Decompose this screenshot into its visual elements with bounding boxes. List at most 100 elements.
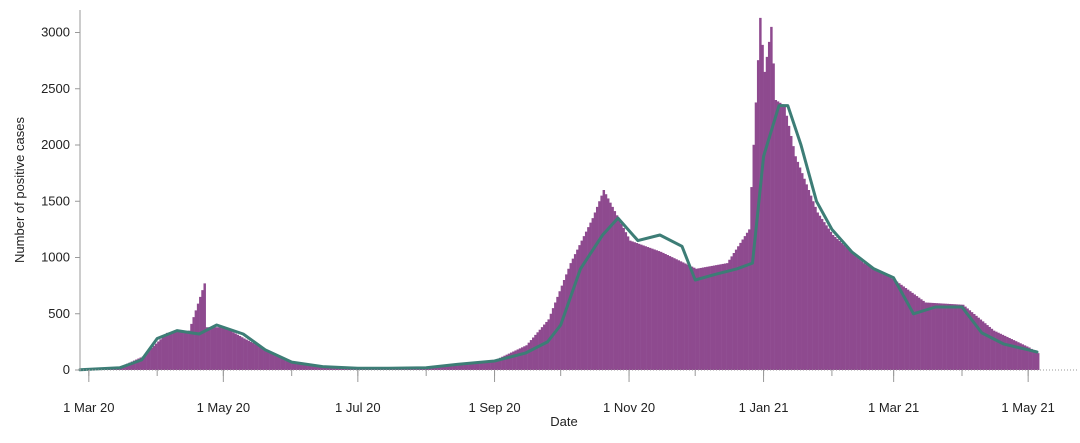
case-bar [188, 330, 191, 371]
case-bar [1003, 335, 1007, 370]
case-bar [750, 187, 753, 370]
case-bar [673, 258, 676, 370]
case-bar [728, 259, 731, 370]
case-bar [926, 302, 930, 370]
case-bar [538, 329, 542, 370]
case-bar [587, 227, 590, 371]
case-bar [1017, 342, 1020, 370]
case-bar [472, 362, 475, 370]
case-bar [631, 241, 634, 370]
case-bar [635, 243, 639, 370]
case-bar [285, 359, 288, 371]
case-bar [820, 218, 824, 370]
case-bar [254, 344, 257, 371]
case-bar [818, 215, 822, 370]
case-bar [315, 365, 319, 370]
case-bar [567, 268, 570, 370]
case-bar [697, 268, 700, 370]
case-bar [816, 212, 819, 370]
case-bar [157, 341, 160, 370]
case-bar [551, 308, 555, 371]
case-bar [296, 363, 299, 370]
y-tick-label: 2000 [41, 137, 70, 152]
case-bar [1023, 345, 1027, 370]
case-bar [549, 313, 553, 370]
case-bar [871, 267, 875, 370]
case-bar [267, 350, 270, 371]
case-bar [920, 299, 923, 370]
x-tick-label: 1 Jan 21 [739, 400, 789, 415]
case-bar [688, 265, 692, 370]
case-bar [481, 361, 484, 370]
case-bar [887, 276, 890, 370]
case-bar [580, 240, 583, 371]
case-bar [135, 359, 138, 370]
case-bar [633, 242, 636, 370]
case-bar [441, 366, 445, 370]
case-bar [468, 363, 471, 370]
case-bar [183, 331, 187, 370]
case-bar [986, 325, 989, 370]
case-bar [547, 319, 550, 371]
x-tick-label: 1 Mar 21 [868, 400, 919, 415]
case-bar [763, 71, 767, 371]
case-bar [675, 259, 678, 370]
case-bar [494, 359, 497, 371]
case-bar [798, 167, 802, 370]
case-bar [646, 247, 650, 370]
case-bar [150, 347, 154, 370]
case-bar [269, 352, 273, 370]
case-bar [913, 294, 916, 370]
case-bar [507, 353, 511, 370]
case-bar [1034, 351, 1038, 370]
case-bar [463, 364, 467, 370]
case-bar [454, 365, 458, 370]
case-bar [476, 362, 480, 370]
case-bar [166, 332, 169, 371]
case-bar [212, 327, 215, 370]
case-bar [260, 347, 264, 370]
case-bar [474, 362, 478, 370]
case-bar [959, 304, 963, 370]
case-bar [931, 302, 934, 370]
case-bar [772, 63, 775, 370]
case-bar [318, 366, 321, 370]
case-bar [168, 332, 171, 370]
case-bar [240, 337, 244, 370]
case-bar [249, 341, 253, 371]
case-bar [534, 334, 537, 370]
case-bar [287, 361, 290, 370]
case-bar [827, 228, 830, 370]
case-bar [251, 343, 255, 370]
x-axis-title: Date [550, 414, 577, 429]
case-bar [271, 353, 275, 371]
case-bar [992, 330, 996, 371]
case-bar [593, 212, 597, 370]
case-bar [670, 257, 674, 370]
x-tick-label: 1 May 21 [1001, 400, 1054, 415]
case-bar [990, 328, 994, 370]
case-bar [218, 327, 222, 370]
case-bar [137, 358, 140, 370]
case-bar [214, 327, 217, 370]
case-bar [880, 272, 883, 370]
x-tick-label: 1 Jul 20 [335, 400, 381, 415]
case-bar [730, 256, 733, 371]
case-bar [867, 265, 870, 370]
case-bar [496, 358, 500, 370]
case-bar [141, 356, 145, 370]
case-bar [190, 323, 193, 371]
case-bar [470, 363, 473, 370]
case-bar [829, 231, 833, 370]
case-bar [223, 327, 226, 370]
case-bar [479, 361, 482, 370]
case-bar [640, 244, 643, 370]
case-bar [465, 363, 469, 370]
case-bar [225, 328, 228, 370]
case-bar [812, 201, 815, 370]
case-bar [300, 364, 303, 370]
case-bar [181, 331, 184, 370]
case-bar [743, 236, 747, 371]
case-bar [629, 240, 632, 371]
case-bar [589, 222, 592, 371]
